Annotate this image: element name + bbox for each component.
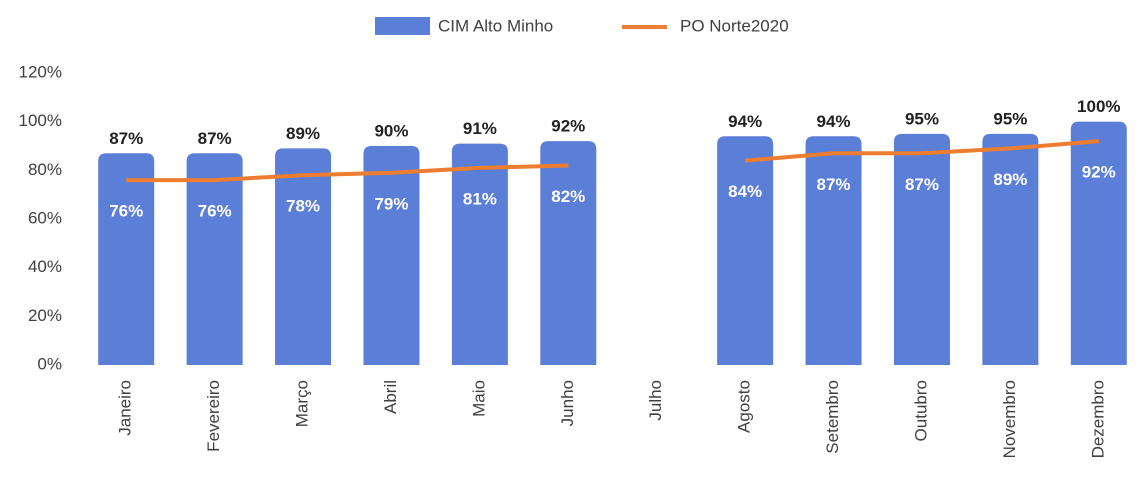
y-tick-label: 120%	[19, 62, 62, 81]
x-tick-label: Março	[293, 380, 312, 427]
x-tick-label: Janeiro	[116, 380, 135, 436]
y-tick-label: 60%	[28, 208, 62, 227]
y-tick-label: 40%	[28, 257, 62, 276]
bar-value-label: 90%	[374, 121, 408, 140]
x-tick-label: Agosto	[735, 380, 754, 433]
x-tick-label: Novembro	[1000, 380, 1019, 458]
bar-value-label: 91%	[463, 119, 497, 138]
line-value-label: 76%	[198, 202, 232, 221]
bar-value-label: 94%	[728, 112, 762, 131]
bar-value-label: 92%	[551, 117, 585, 136]
line-value-label: 78%	[286, 197, 320, 216]
bar	[540, 141, 597, 365]
x-tick-label: Julho	[646, 380, 665, 421]
legend-label: CIM Alto Minho	[438, 16, 553, 35]
line	[126, 139, 1099, 183]
line-value-label: 76%	[109, 202, 143, 221]
x-tick-label: Maio	[469, 380, 488, 417]
bar-value-label: 89%	[286, 124, 320, 143]
x-tick-label: Fevereiro	[204, 380, 223, 452]
bar	[1070, 121, 1127, 366]
bar-value-label: 87%	[198, 129, 232, 148]
x-tick-label: Dezembro	[1088, 380, 1107, 458]
line-value-label: 81%	[463, 189, 497, 208]
line-value-label: 87%	[905, 175, 939, 194]
bar	[98, 153, 155, 365]
bar	[451, 143, 508, 365]
bar	[982, 133, 1039, 365]
bar	[186, 153, 243, 365]
bar-value-label: 100%	[1077, 97, 1120, 116]
line-value-label: 84%	[728, 182, 762, 201]
bar-value-label: 95%	[993, 109, 1027, 128]
line-value-label: 92%	[1082, 163, 1116, 182]
legend-label: PO Norte2020	[680, 16, 789, 35]
line-value-label: 79%	[374, 194, 408, 213]
bar-value-label: 94%	[817, 112, 851, 131]
line-value-label: 82%	[551, 187, 585, 206]
y-tick-label: 20%	[28, 306, 62, 325]
line-value-label: 87%	[817, 175, 851, 194]
bar	[893, 133, 950, 365]
x-tick-label: Setembro	[823, 380, 842, 454]
y-tick-label: 100%	[19, 111, 62, 130]
y-tick-label: 0%	[37, 354, 62, 373]
bar	[717, 136, 774, 365]
bar	[363, 146, 420, 365]
bar-value-label: 95%	[905, 109, 939, 128]
bar	[805, 136, 862, 365]
x-tick-label: Junho	[558, 380, 577, 426]
x-tick-label: Outubro	[911, 380, 930, 441]
legend-swatch	[375, 17, 430, 35]
bar	[275, 148, 332, 365]
line-value-label: 89%	[993, 170, 1027, 189]
bar-value-label: 87%	[109, 129, 143, 148]
x-tick-label: Abril	[381, 380, 400, 414]
y-tick-label: 80%	[28, 160, 62, 179]
